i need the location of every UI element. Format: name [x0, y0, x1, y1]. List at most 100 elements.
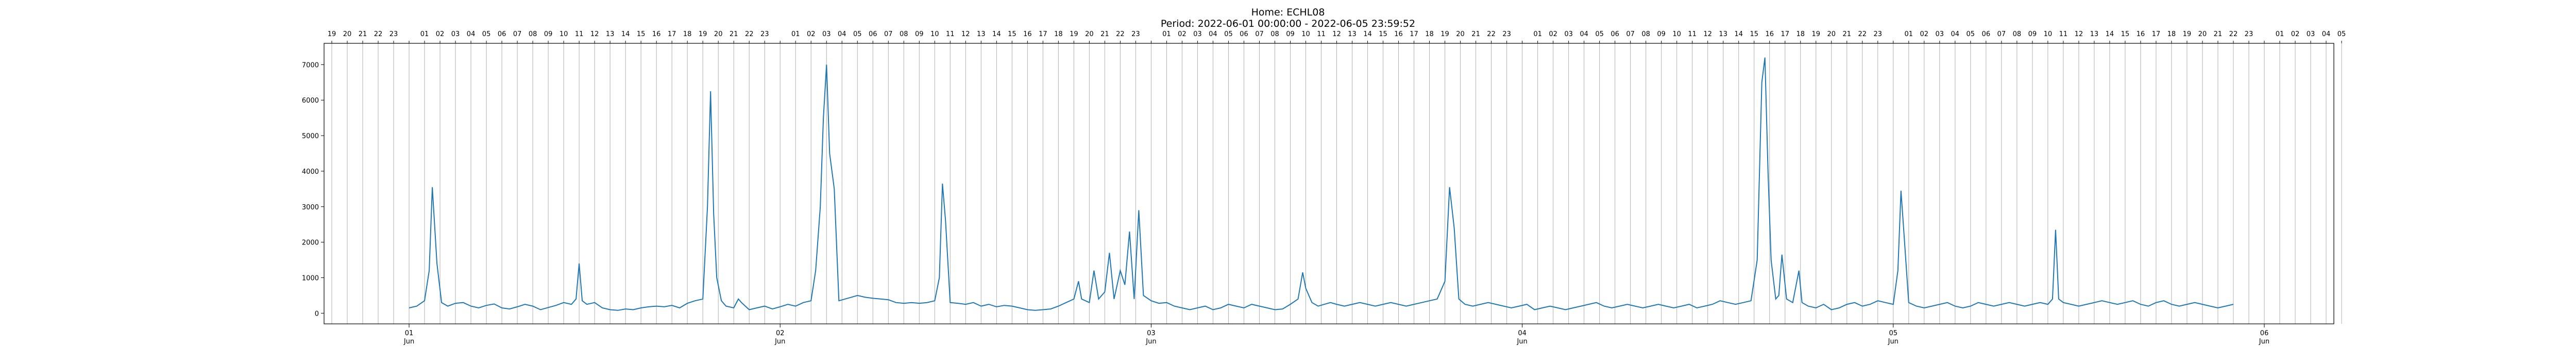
top-hour-label: 21 [730, 30, 738, 38]
top-hour-label: 17 [668, 30, 676, 38]
top-hour-label: 21 [1471, 30, 1480, 38]
top-hour-label: 12 [2075, 30, 2083, 38]
top-hour-label: 21 [2214, 30, 2223, 38]
top-hour-label: 21 [1842, 30, 1851, 38]
top-hour-label: 23 [760, 30, 769, 38]
top-hour-label: 03 [2307, 30, 2315, 38]
top-hour-label: 05 [1224, 30, 1233, 38]
top-hour-label: 14 [1363, 30, 1372, 38]
y-tick-label: 4000 [302, 168, 319, 176]
top-hour-label: 21 [359, 30, 367, 38]
series-line [409, 57, 2234, 311]
top-hour-label: 23 [389, 30, 398, 38]
top-hour-label: 20 [1827, 30, 1836, 38]
top-hour-label: 19 [328, 30, 336, 38]
top-hour-label: 13 [1719, 30, 1727, 38]
plot-frame [324, 43, 2334, 324]
top-hour-label: 18 [1796, 30, 1805, 38]
top-hour-label: 22 [1858, 30, 1867, 38]
series-layer [409, 57, 2234, 311]
top-hour-label: 10 [1672, 30, 1681, 38]
top-hour-label: 06 [1611, 30, 1619, 38]
top-hour-label: 16 [2137, 30, 2145, 38]
top-hour-label: 01 [420, 30, 429, 38]
top-hour-label: 22 [1487, 30, 1496, 38]
top-hour-label: 22 [745, 30, 754, 38]
top-hour-label: 07 [1997, 30, 2006, 38]
top-hour-label: 15 [1008, 30, 1016, 38]
top-hour-label: 19 [1070, 30, 1078, 38]
top-hour-label: 20 [1085, 30, 1094, 38]
y-tick-label: 7000 [302, 61, 319, 69]
top-hour-label: 11 [2059, 30, 2068, 38]
top-hour-label: 11 [575, 30, 584, 38]
x-tick-day: 02 [776, 330, 785, 337]
top-hour-label: 09 [1286, 30, 1295, 38]
top-hour-label: 08 [2013, 30, 2022, 38]
top-hour-label: 01 [791, 30, 800, 38]
chart-title: Home: ECHL08 [1251, 7, 1325, 18]
top-hour-label: 10 [1301, 30, 1310, 38]
x-tick-day: 01 [405, 330, 414, 337]
top-hour-label: 04 [1580, 30, 1588, 38]
top-hour-label: 02 [436, 30, 445, 38]
top-hour-label: 02 [1549, 30, 1557, 38]
x-tick-day: 04 [1518, 330, 1527, 337]
x-tick-month: Jun [403, 338, 414, 346]
top-hour-label: 07 [513, 30, 522, 38]
top-hour-label: 11 [1688, 30, 1697, 38]
top-hour-label: 06 [1982, 30, 1991, 38]
top-hour-label: 04 [1951, 30, 1960, 38]
top-hour-label: 18 [683, 30, 692, 38]
top-hour-label: 11 [1317, 30, 1326, 38]
top-hour-label: 13 [2090, 30, 2099, 38]
top-hour-label: 02 [807, 30, 816, 38]
top-hour-label: 08 [900, 30, 908, 38]
top-hour-label: 04 [2322, 30, 2331, 38]
top-hour-label: 17 [1039, 30, 1047, 38]
top-hour-label: 11 [946, 30, 955, 38]
top-hour-label: 23 [1131, 30, 1140, 38]
x-tick-month: Jun [2259, 338, 2269, 346]
y-tick-label: 1000 [302, 274, 319, 282]
x-tick-month: Jun [1888, 338, 1899, 346]
top-hour-label: 23 [1873, 30, 1882, 38]
top-hour-label: 06 [1240, 30, 1248, 38]
x-tick-day: 03 [1147, 330, 1156, 337]
y-tick-label: 3000 [302, 204, 319, 211]
top-hour-label: 02 [1178, 30, 1187, 38]
top-hour-label: 04 [1209, 30, 1217, 38]
top-hour-label: 19 [699, 30, 707, 38]
x-tick-day: 06 [2260, 330, 2269, 337]
top-hour-label: 17 [2152, 30, 2161, 38]
top-hour-axis: 19 20 21 22 23 01 02 03 04 05 06 07 08 09 10 11 12 13 14 15… [328, 30, 2346, 43]
top-hour-label: 01 [2276, 30, 2284, 38]
top-hour-label: 03 [1936, 30, 1944, 38]
top-hour-label: 22 [374, 30, 383, 38]
top-hour-label: 05 [482, 30, 491, 38]
top-hour-label: 12 [1332, 30, 1341, 38]
top-hour-label: 16 [652, 30, 661, 38]
y-tick-label: 2000 [302, 239, 319, 247]
top-hour-label: 20 [714, 30, 723, 38]
top-hour-label: 16 [1394, 30, 1403, 38]
chart-subtitle: Period: 2022-06-01 00:00:00 - 2022-06-05… [1161, 18, 1415, 29]
top-hour-label: 10 [930, 30, 939, 38]
top-hour-label: 08 [1270, 30, 1279, 38]
top-hour-label: 13 [606, 30, 615, 38]
top-hour-label: 20 [343, 30, 352, 38]
top-hour-label: 15 [1750, 30, 1758, 38]
top-hour-label: 12 [590, 30, 599, 38]
top-hour-label: 16 [1765, 30, 1774, 38]
top-hour-label: 17 [1410, 30, 1418, 38]
top-hour-label: 09 [1657, 30, 1666, 38]
top-hour-label: 19 [2183, 30, 2192, 38]
top-hour-label: 18 [1425, 30, 1434, 38]
top-hour-label: 03 [451, 30, 460, 38]
top-hour-label: 09 [915, 30, 924, 38]
top-hour-label: 05 [1967, 30, 1975, 38]
top-hour-label: 21 [1100, 30, 1109, 38]
top-hour-label: 13 [1348, 30, 1357, 38]
top-hour-label: 22 [2229, 30, 2238, 38]
